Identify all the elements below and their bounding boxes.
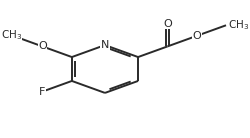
Text: CH$_3$: CH$_3$: [1, 28, 22, 42]
Text: F: F: [39, 87, 46, 97]
Text: O: O: [163, 19, 172, 29]
Text: O: O: [38, 41, 47, 51]
Text: CH$_3$: CH$_3$: [228, 18, 249, 31]
Text: N: N: [101, 40, 109, 50]
Text: O: O: [192, 31, 201, 41]
